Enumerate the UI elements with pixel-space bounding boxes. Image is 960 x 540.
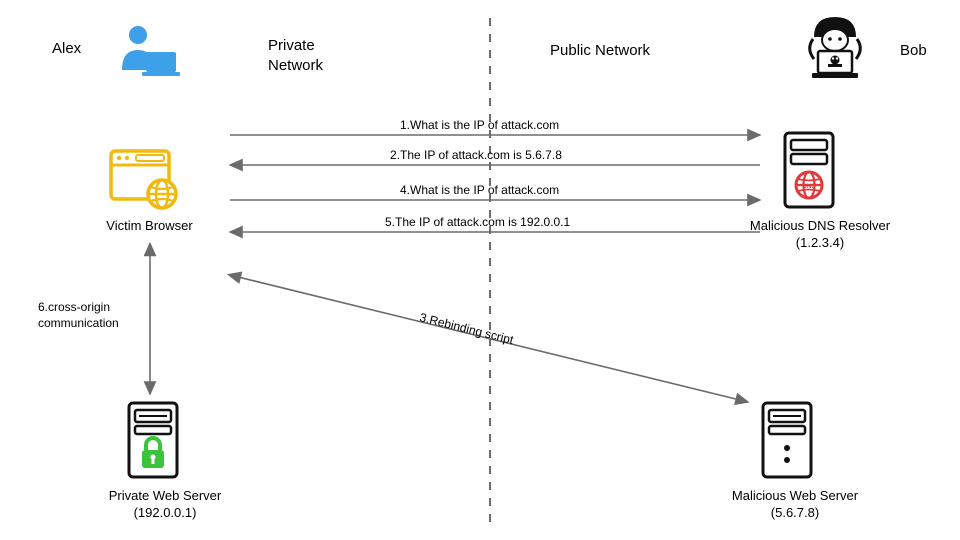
private-network-label: Private Network [268,36,323,75]
victim-browser-caption: Victim Browser [102,218,197,235]
msg-1: 1.What is the IP of attack.com [400,118,559,132]
msg-5: 5.The IP of attack.com is 192.0.0.1 [385,215,570,229]
alex-label: Alex [52,40,81,57]
private-server-caption: Private Web Server (192.0.0.1) [100,488,230,522]
public-network-label: Public Network [550,42,650,59]
dns-resolver-caption: Malicious DNS Resolver (1.2.3.4) [740,218,900,252]
dns-resolver-icon: DNS [782,130,836,210]
public-server-icon [760,400,814,480]
private-server-icon [126,400,180,480]
svg-text:DNS: DNS [802,183,816,190]
msg-4: 4.What is the IP of attack.com [400,183,559,197]
alex-user-icon [112,22,182,82]
bob-hacker-icon [800,15,870,80]
bob-label: Bob [900,42,927,59]
victim-browser-icon [108,148,180,210]
msg-6: 6.cross-origin communication [38,300,119,331]
msg-2: 2.The IP of attack.com is 5.6.7.8 [390,148,562,162]
public-server-caption: Malicious Web Server (5.6.7.8) [720,488,870,522]
